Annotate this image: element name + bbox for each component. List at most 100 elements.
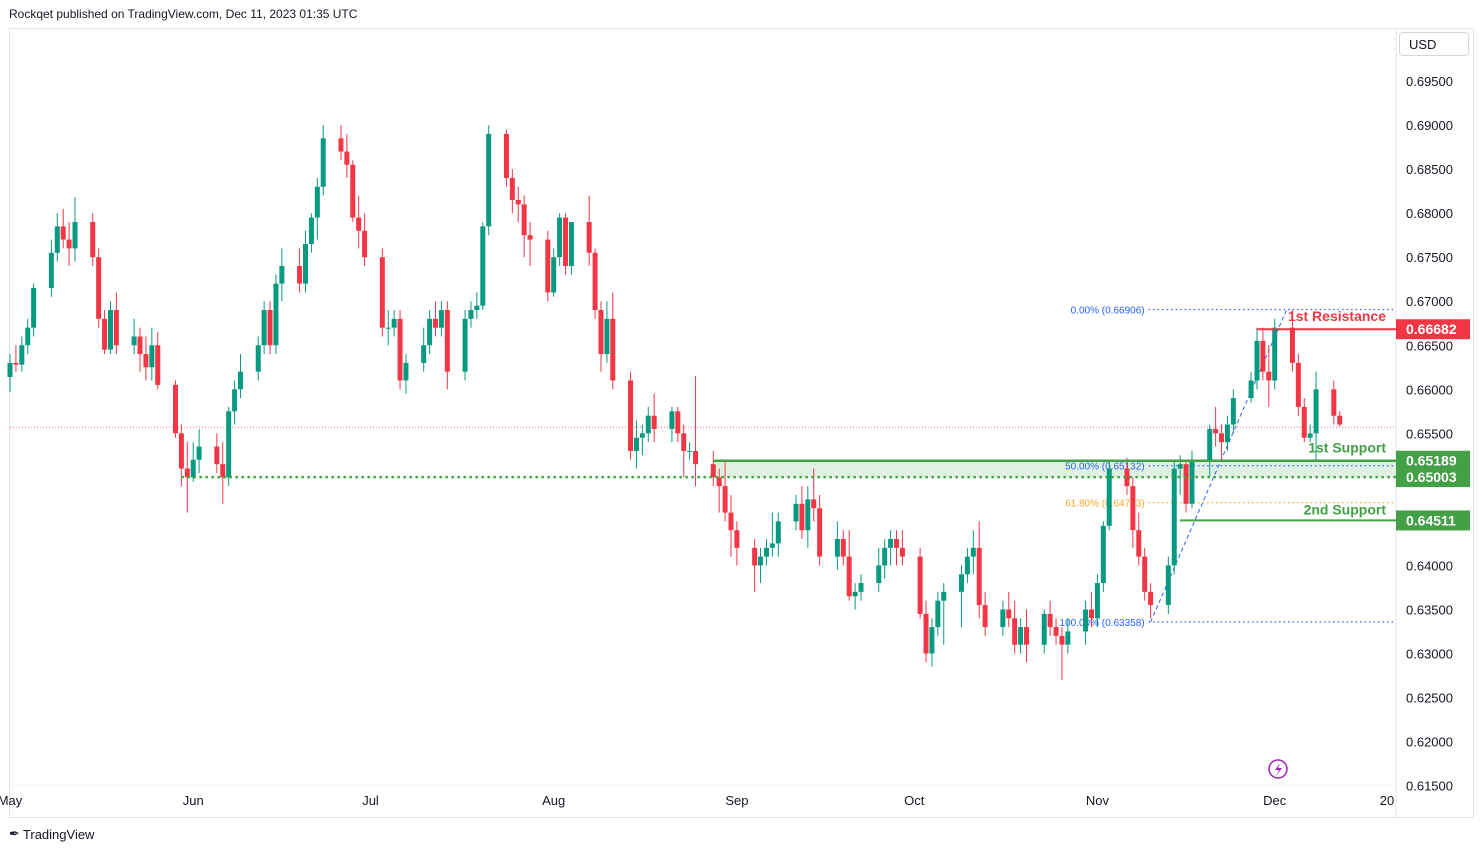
y-tick-label: 0.68500 — [1406, 162, 1453, 177]
candle-body — [1313, 389, 1319, 434]
candle-body — [143, 354, 149, 368]
y-tick-label: 0.67500 — [1406, 250, 1453, 265]
candle-body — [474, 305, 480, 311]
candle-body — [976, 547, 982, 606]
y-tick-label: 0.66500 — [1406, 338, 1453, 353]
candle-body — [675, 411, 681, 434]
candle-body — [1106, 468, 1112, 526]
candle-body — [438, 310, 444, 328]
dotted-support-price-tag — [1396, 467, 1470, 488]
candle-body — [716, 477, 722, 487]
candle-body — [427, 318, 433, 346]
candle-body — [1148, 591, 1154, 606]
resistance-price-tag — [1396, 319, 1470, 340]
candle-body — [1023, 627, 1029, 645]
candle-body — [403, 362, 409, 381]
candle-body — [220, 464, 226, 478]
lightning-icon[interactable] — [1268, 759, 1288, 779]
support-zone — [713, 460, 1396, 478]
candle-body — [279, 266, 285, 284]
candle-body — [982, 605, 988, 628]
y-tick-label: 0.62000 — [1406, 735, 1453, 750]
y-tick-label: 0.65500 — [1406, 426, 1453, 441]
candle-body — [775, 521, 781, 544]
candle-body — [1207, 428, 1213, 460]
candle-body — [7, 362, 13, 377]
candle-body — [1136, 530, 1142, 557]
candle-body — [899, 547, 905, 557]
candle-body — [651, 415, 657, 429]
candle-body — [308, 217, 314, 244]
first-support-label: 1st Support — [1308, 440, 1386, 456]
candle-body — [521, 204, 527, 236]
candle-body — [545, 239, 551, 293]
second-support-price-tag-label: 0.64511 — [1406, 512, 1456, 528]
candle-body — [385, 327, 391, 329]
candle-body — [1266, 371, 1272, 381]
candle-body — [633, 437, 639, 451]
y-tick-label: 0.67000 — [1406, 294, 1453, 309]
candle-body — [752, 547, 758, 566]
brand-label: TradingView — [22, 826, 95, 842]
candle-body — [102, 318, 108, 350]
currency-selector[interactable]: USD — [1399, 32, 1469, 56]
candle-body — [1000, 609, 1006, 628]
candle-body — [397, 318, 403, 381]
candle-body — [639, 433, 645, 438]
x-tick-label: May — [0, 793, 23, 808]
candle-body — [834, 539, 840, 557]
candle-body — [681, 433, 687, 451]
y-tick-label: 0.62500 — [1406, 691, 1453, 706]
tradingview-footer[interactable]: ✒ TradingView — [9, 826, 94, 842]
candle-body — [1065, 631, 1071, 645]
candle-body — [255, 345, 261, 372]
resistance-price-tag-label: 0.66682 — [1406, 321, 1457, 337]
candle-body — [598, 310, 604, 355]
candle-body — [320, 138, 326, 187]
candle-body — [149, 345, 155, 368]
candle-body — [557, 217, 563, 258]
candle-body — [769, 543, 775, 548]
x-tick-label: Dec — [1263, 793, 1287, 808]
chart-frame — [9, 28, 1474, 818]
candle-body — [687, 450, 693, 452]
candle-body — [468, 310, 474, 319]
candle-body — [273, 283, 279, 346]
candle-body — [1289, 327, 1295, 363]
candle-body — [840, 539, 846, 557]
second-support-label: 2nd Support — [1304, 501, 1387, 517]
y-tick-label: 0.66000 — [1406, 382, 1453, 397]
candle-body — [155, 345, 161, 385]
candle-body — [846, 556, 852, 597]
candle-body — [1047, 613, 1053, 628]
candle-body — [31, 288, 37, 328]
candle-body — [137, 336, 143, 355]
candle-body — [929, 627, 935, 654]
candle-body — [362, 230, 368, 258]
candle-body — [604, 318, 610, 355]
candle-body — [297, 266, 303, 284]
candle-body — [1171, 468, 1177, 566]
candle-body — [610, 318, 616, 381]
fib-level-label: 100.00% (0.63358) — [1060, 618, 1145, 629]
candle-body — [1100, 525, 1106, 584]
y-tick-label: 0.63000 — [1406, 646, 1453, 661]
candle-body — [964, 556, 970, 575]
candle-body — [25, 327, 31, 346]
candle-body — [1248, 380, 1254, 399]
candle-body — [1006, 609, 1012, 619]
candle-body — [799, 503, 805, 531]
candle-body — [379, 257, 385, 328]
candle-body — [1230, 398, 1236, 425]
first-support-price-tag-label: 0.65189 — [1406, 453, 1457, 469]
candle-body — [261, 310, 267, 346]
fib-level-label: 50.00% (0.65132) — [1065, 462, 1145, 473]
candle-body — [196, 446, 202, 460]
x-tick-label: Jun — [183, 793, 204, 808]
tradingview-logo-icon: ✒ — [9, 826, 20, 841]
candle-body — [728, 512, 734, 531]
candle-body — [917, 556, 923, 614]
candle-body — [190, 459, 196, 478]
candle-body — [302, 243, 308, 284]
